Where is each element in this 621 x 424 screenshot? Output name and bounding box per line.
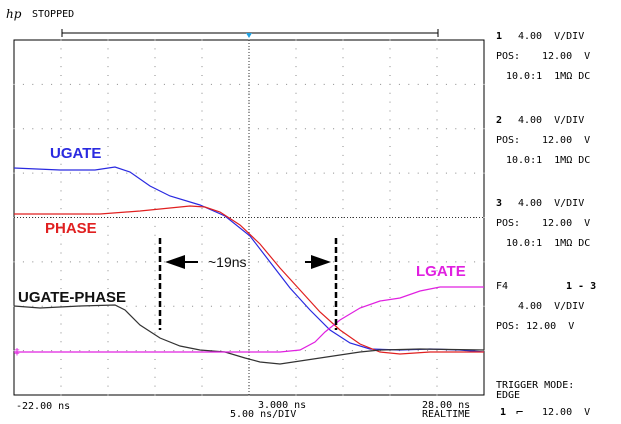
- channel-scale: 4.00 V/DIV: [518, 115, 585, 126]
- time-scale: 5.00 ns/DIV: [230, 409, 296, 420]
- trigger-position-marker[interactable]: [246, 33, 252, 38]
- trace-phase: [14, 205, 484, 355]
- channel-scale: 4.00 V/DIV: [518, 31, 585, 42]
- channel-probe: 10.0:1 1MΩ DC: [506, 71, 591, 82]
- graticule-grid: [13, 39, 485, 396]
- falling-edge-icon: ⌐: [516, 405, 524, 419]
- label-ugate: UGATE: [50, 145, 101, 162]
- channel-scale: 4.00 V/DIV: [518, 198, 585, 209]
- label-phase: PHASE: [45, 220, 97, 237]
- hp-logo: hp: [6, 7, 22, 21]
- channel-pos-label: POS:: [496, 218, 521, 229]
- ground-marker[interactable]: ‡: [14, 347, 20, 358]
- channel-number: 1: [496, 31, 503, 42]
- channel-number: 2: [496, 115, 503, 126]
- time-left: -22.00 ns: [16, 401, 70, 412]
- label-ugate-phase: UGATE-PHASE: [18, 289, 126, 306]
- time-center: 3.000 ns: [258, 400, 306, 411]
- function-expression: 1 - 3: [566, 281, 597, 292]
- arrow-right-icon: [311, 255, 331, 269]
- label-lgate: LGATE: [416, 263, 466, 280]
- trigger-source: 1: [500, 407, 507, 418]
- trigger-level: 12.00 V: [542, 407, 591, 418]
- channel-pos: 12.00 V: [542, 51, 591, 62]
- channel-pos-label: POS:: [496, 51, 521, 62]
- time-right: 28.00 ns: [422, 400, 470, 411]
- trigger-mode: EDGE: [496, 390, 521, 401]
- trigger-mode-label: TRIGGER MODE:: [496, 380, 575, 391]
- svg-text:‡: ‡: [14, 347, 20, 358]
- acquisition-mode: REALTIME: [422, 409, 470, 420]
- trace-lgate: [14, 286, 484, 353]
- channel-probe: 10.0:1 1MΩ DC: [506, 155, 591, 166]
- channel-pos-label: POS:: [496, 135, 521, 146]
- acquisition-status: STOPPED: [32, 9, 75, 20]
- record-bar: [61, 29, 439, 38]
- channel-probe: 10.0:1 1MΩ DC: [506, 238, 591, 249]
- channel-number: 3: [496, 198, 503, 209]
- label-delay: ~19ns: [208, 254, 247, 270]
- channel-pos: 12.00 V: [542, 135, 591, 146]
- function-scale: 4.00 V/DIV: [518, 301, 585, 312]
- function-pos: POS: 12.00 V: [496, 321, 575, 332]
- channel-pos: 12.00 V: [542, 218, 591, 229]
- function-name: F4: [496, 281, 509, 292]
- arrow-left-icon: [165, 255, 185, 269]
- trace-ugate-phase: [13, 304, 485, 365]
